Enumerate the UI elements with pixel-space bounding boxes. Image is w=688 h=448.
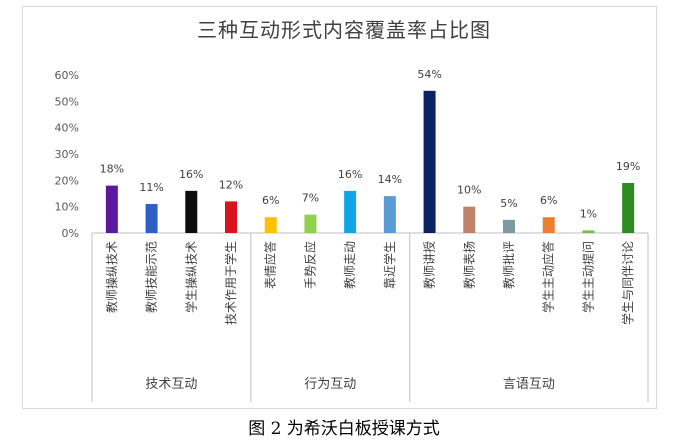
bar [622, 182, 635, 233]
bar [105, 185, 118, 233]
category-label: 教师讲授 [422, 241, 437, 289]
data-label: 54% [417, 68, 441, 81]
bar [423, 90, 436, 233]
data-label: 7% [302, 192, 319, 205]
category-label: 教师批评 [501, 241, 516, 289]
category-label: 教师技能示范 [144, 241, 159, 313]
data-label: 16% [179, 168, 203, 181]
data-label: 1% [580, 207, 597, 220]
category-label: 表情应答 [263, 241, 278, 289]
y-tick-label: 30% [55, 148, 79, 161]
category-label: 技术作用于学生 [223, 241, 238, 325]
bar [185, 190, 198, 233]
figure-caption: 图 2 为希沃白板授课方式 [248, 419, 440, 439]
data-label: 5% [500, 197, 517, 210]
data-label: 12% [219, 178, 243, 191]
category-label: 教师操纵技术 [104, 241, 119, 313]
y-tick-label: 50% [55, 95, 79, 108]
bar [344, 190, 357, 233]
bar [542, 217, 555, 233]
category-label: 学生主动应答 [541, 241, 556, 313]
data-label: 6% [540, 194, 557, 207]
category-label: 学生操纵技术 [183, 241, 198, 313]
group-label: 言语互动 [503, 377, 555, 392]
category-label: 靠近学生 [382, 241, 397, 289]
data-label: 18% [100, 163, 124, 176]
bar [383, 196, 396, 233]
bar [145, 204, 158, 233]
category-label: 学生主动提问 [580, 241, 595, 313]
category-label: 教师表扬 [461, 241, 476, 289]
data-label: 14% [378, 173, 402, 186]
chart-title: 三种互动形式内容覆盖率占比图 [197, 18, 491, 42]
y-tick-label: 10% [55, 201, 79, 214]
y-tick-label: 0% [62, 227, 79, 240]
data-label: 10% [457, 184, 481, 197]
category-label: 教师走动 [342, 241, 357, 289]
data-label: 6% [262, 194, 279, 207]
data-label: 11% [139, 181, 163, 194]
bar [503, 219, 515, 233]
data-label: 16% [338, 168, 362, 181]
category-label: 手势反应 [302, 241, 317, 289]
bar [463, 206, 476, 233]
y-tick-label: 20% [55, 174, 79, 187]
bar [304, 214, 317, 233]
data-label: 19% [616, 160, 640, 173]
category-label: 学生与同伴讨论 [620, 241, 635, 325]
bar [225, 201, 237, 233]
y-tick-label: 40% [55, 122, 79, 135]
group-label: 技术互动 [145, 377, 197, 392]
bar [264, 217, 277, 233]
y-tick-label: 60% [55, 69, 79, 82]
group-label: 行为互动 [304, 377, 356, 392]
chart-frame [22, 6, 657, 409]
bar [582, 230, 595, 233]
